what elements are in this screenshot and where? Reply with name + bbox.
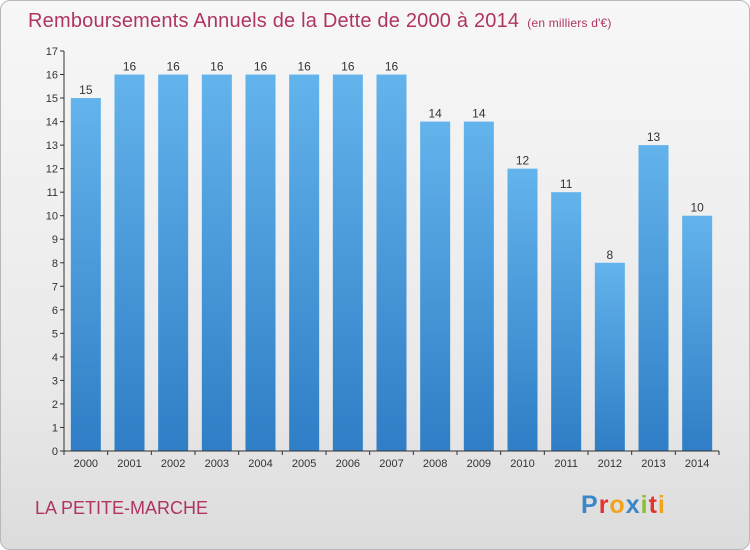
- x-tick-label: 2014: [685, 458, 709, 470]
- x-tick-label: 2007: [379, 458, 403, 470]
- logo-letter: t: [648, 491, 658, 519]
- bar-2007: [376, 74, 407, 451]
- x-tick-label: 2004: [248, 458, 272, 470]
- bar-value-label: 14: [472, 107, 486, 121]
- y-tick-label: 12: [46, 164, 58, 176]
- x-tick-label: 2003: [205, 458, 229, 470]
- y-tick-label: 6: [52, 305, 58, 317]
- bar-2002: [158, 74, 189, 451]
- bar-value-label: 12: [516, 154, 530, 168]
- y-tick-label: 2: [52, 399, 58, 411]
- logo-letter: P: [581, 491, 599, 519]
- y-tick-label: 8: [52, 258, 58, 270]
- bar-value-label: 11: [560, 177, 573, 191]
- bar-value-label: 16: [123, 60, 137, 74]
- y-tick-label: 16: [46, 70, 58, 82]
- proxiti-logo: Proxiti: [581, 491, 666, 520]
- x-tick-label: 2000: [74, 458, 98, 470]
- x-tick-label: 2001: [117, 458, 141, 470]
- bar-2005: [289, 74, 320, 451]
- x-tick-label: 2013: [641, 458, 665, 470]
- bar-value-label: 16: [166, 60, 180, 74]
- bar-value-label: 16: [297, 60, 311, 74]
- bar-2006: [332, 74, 363, 451]
- bar-value-label: 15: [79, 83, 93, 97]
- x-tick-label: 2002: [161, 458, 185, 470]
- chart-title-text: Remboursements Annuels de la Dette de 20…: [28, 10, 520, 32]
- logo-letter: r: [598, 491, 610, 519]
- y-tick-label: 14: [46, 117, 58, 129]
- place-name: LA PETITE-MARCHE: [35, 498, 209, 518]
- bar-2008: [420, 121, 451, 452]
- bar-2003: [201, 74, 232, 451]
- bar-value-label: 14: [428, 107, 442, 121]
- y-tick-label: 1: [52, 422, 58, 434]
- bar-value-label: 13: [647, 130, 661, 144]
- x-tick-label: 2008: [423, 458, 447, 470]
- y-tick-label: 15: [46, 93, 58, 105]
- logo-letter: i: [640, 491, 649, 519]
- y-tick-label: 5: [52, 328, 58, 340]
- bar-2010: [507, 168, 538, 451]
- bar-value-label: 16: [341, 60, 355, 74]
- bars: 15 16 16 16 16 16 16 16 14 14 12 11 8 13 10: [70, 60, 713, 452]
- y-tick-label: 3: [52, 375, 58, 387]
- x-tick-label: 2012: [598, 458, 622, 470]
- bar-2011: [551, 192, 582, 452]
- x-tick-label: 2010: [510, 458, 534, 470]
- bar-2000: [70, 98, 101, 451]
- bar-value-label: 16: [210, 60, 224, 74]
- x-axis: 2000 2001 2002 2003 2004 2005 2006 2007 2008 2009…: [63, 450, 720, 470]
- y-tick-label: 7: [52, 281, 58, 293]
- x-tick-label: 2011: [554, 458, 578, 470]
- y-tick-label: 17: [46, 46, 58, 58]
- bar-2012: [594, 262, 625, 451]
- y-tick-label: 10: [46, 211, 58, 223]
- bar-2013: [638, 145, 669, 451]
- bar-2009: [463, 121, 494, 452]
- bar-2004: [245, 74, 276, 451]
- chart-title: Remboursements Annuels de la Dette de 20…: [28, 10, 612, 33]
- x-tick-label: 2009: [467, 458, 491, 470]
- bar-2014: [682, 215, 713, 451]
- x-tick-label: 2005: [292, 458, 316, 470]
- bar-value-label: 16: [385, 60, 399, 74]
- y-tick-label: 11: [47, 187, 58, 199]
- y-tick-label: 0: [52, 446, 58, 458]
- x-tick-label: 2006: [336, 458, 360, 470]
- bar-2001: [114, 74, 145, 451]
- logo-letter: i: [657, 491, 666, 519]
- bar-value-label: 8: [606, 248, 613, 262]
- logo-letter: x: [625, 491, 641, 519]
- bar-value-label: 10: [690, 201, 704, 215]
- y-tick-label: 13: [46, 140, 58, 152]
- y-tick-label: 4: [52, 352, 58, 364]
- chart-subtitle: (en milliers d'€): [527, 16, 612, 30]
- logo-letter: o: [609, 491, 626, 519]
- y-tick-label: 9: [52, 234, 58, 246]
- bar-value-label: 16: [254, 60, 268, 74]
